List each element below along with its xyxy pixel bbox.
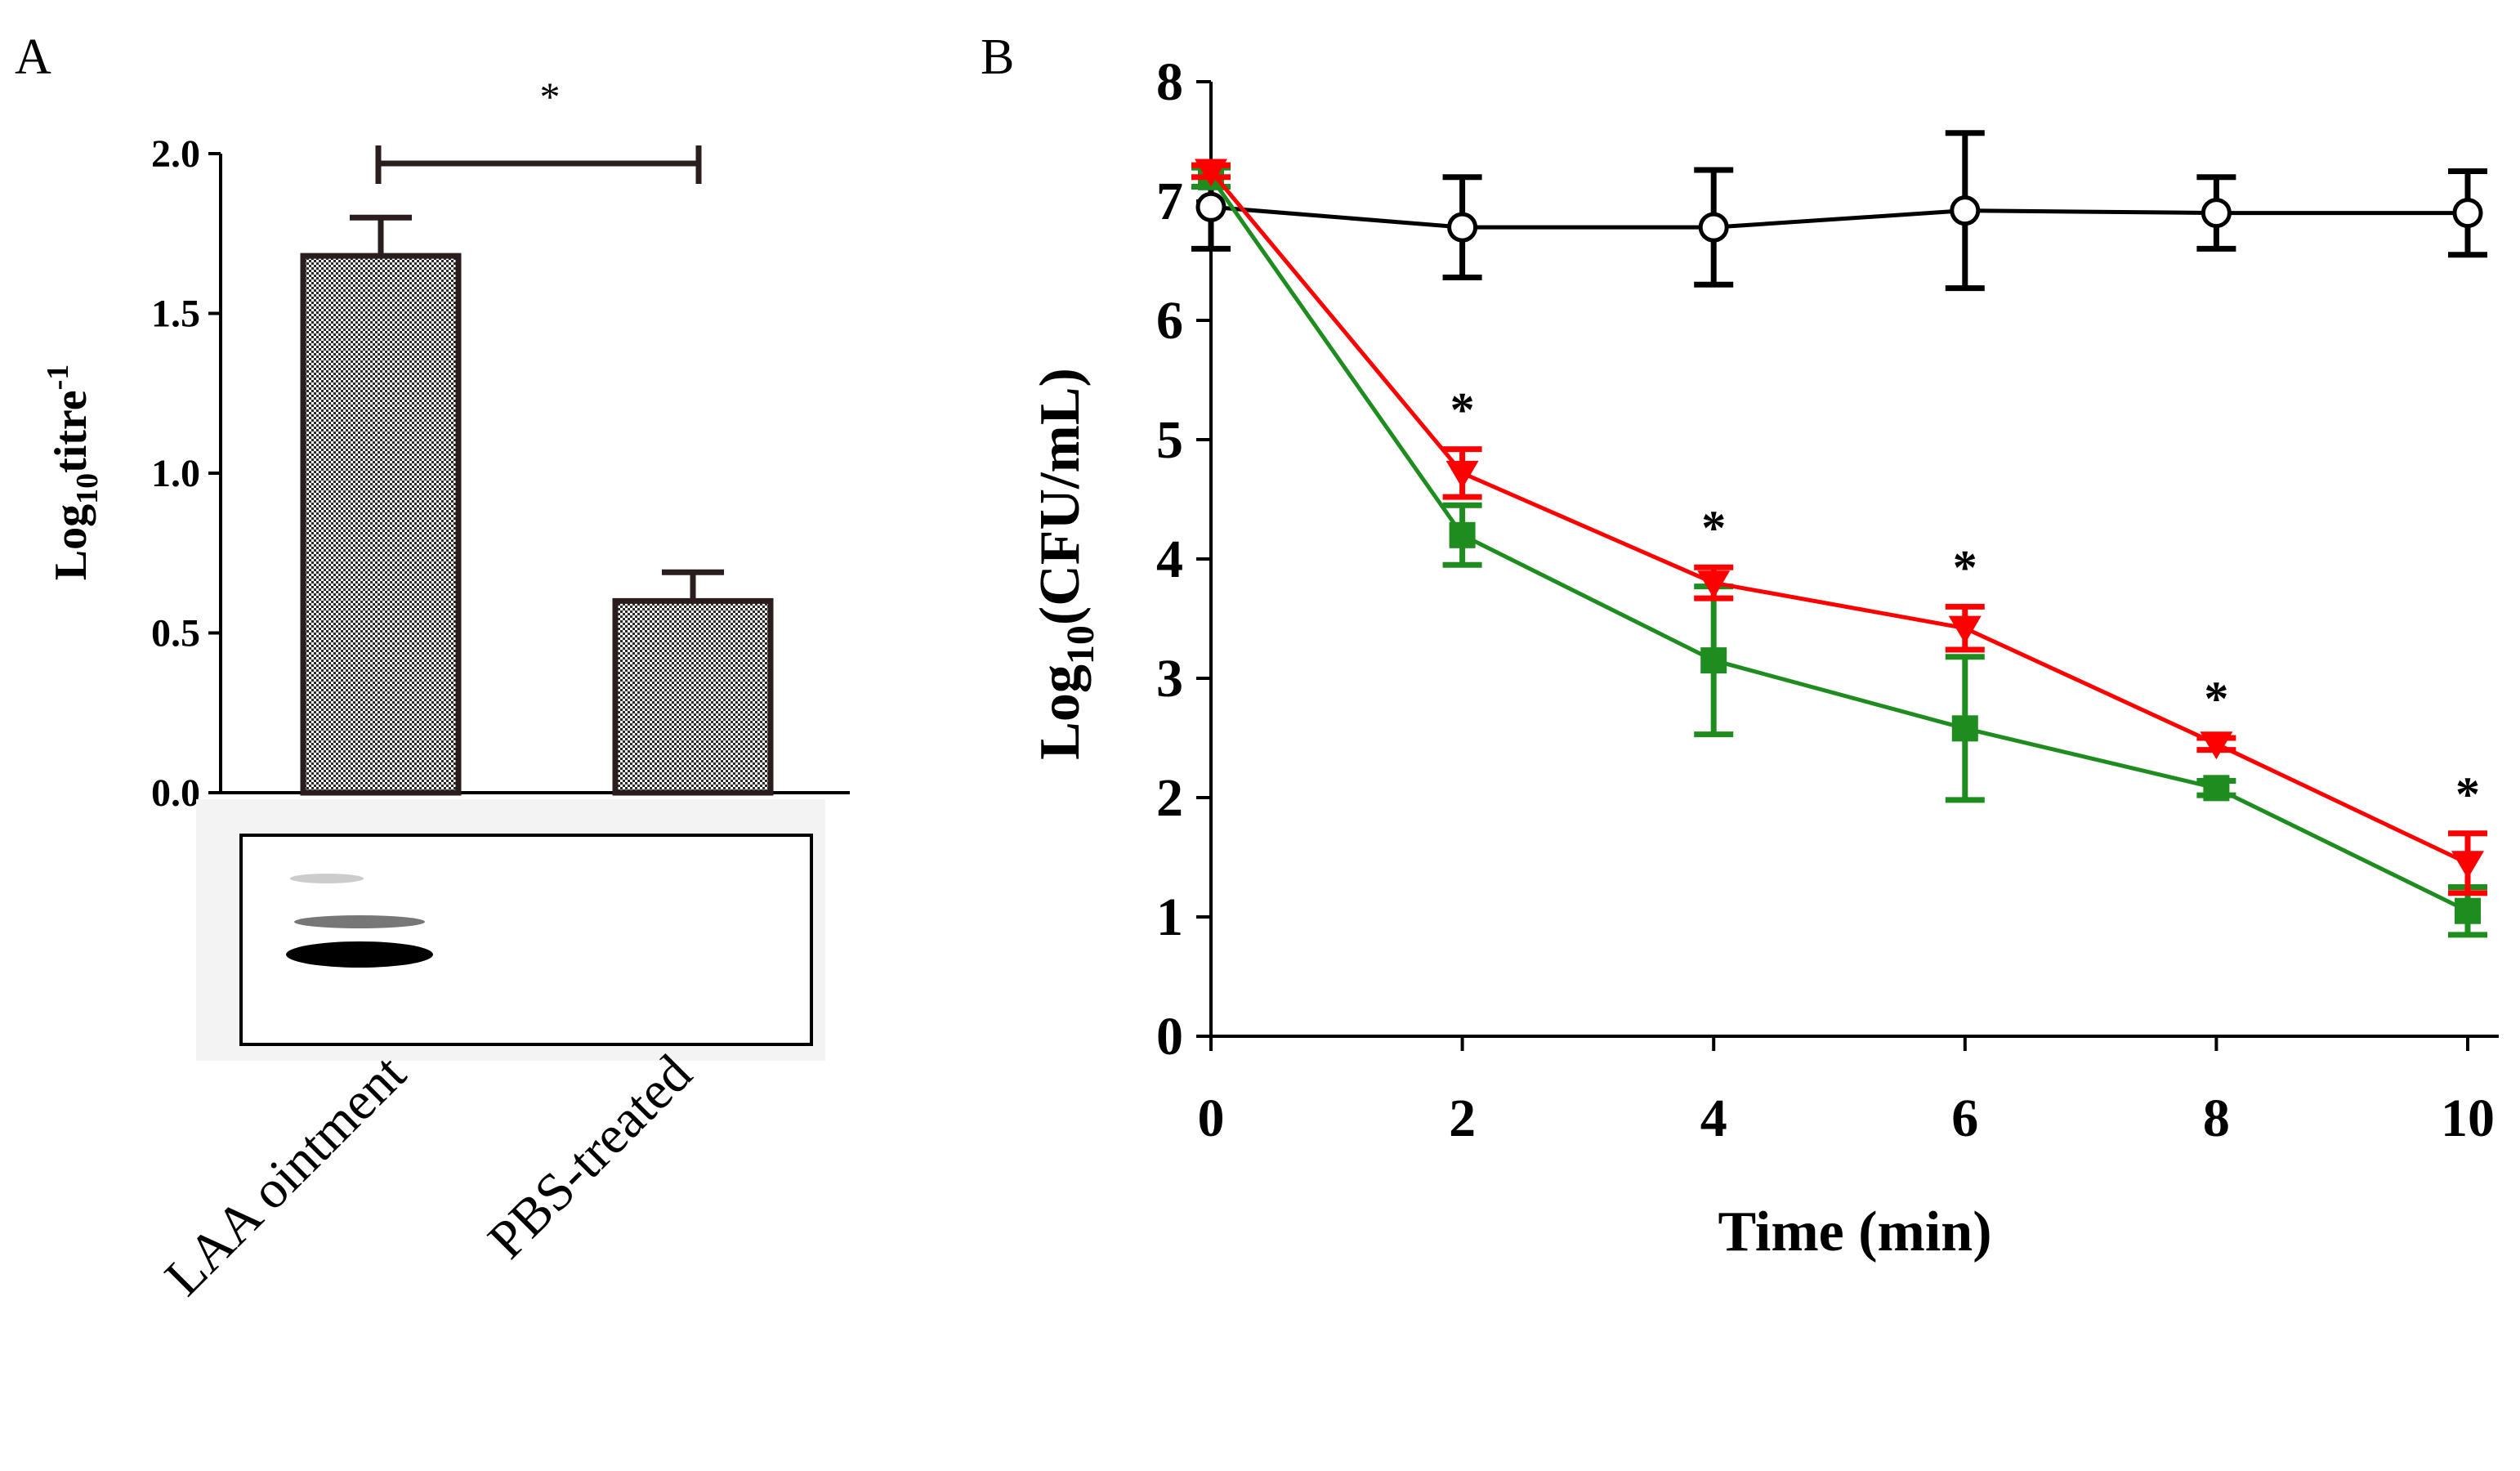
panel-b-point: [1697, 570, 1731, 599]
panel-a-y-tick-label: 0.0: [151, 771, 200, 815]
panel-b-y-label: Log10(CFU/mL): [1029, 368, 1102, 760]
panel-a-blot-inset: [196, 799, 825, 1061]
panel-b-y-tick-label: 6: [1156, 291, 1183, 351]
panel-a-bar: [612, 597, 774, 796]
panel-a-category-label: PBS-treated: [476, 1044, 703, 1270]
panel-b-series-line: [1209, 169, 2469, 865]
panel-b-series-line: [1210, 204, 2468, 230]
panel-b-point: [2452, 198, 2483, 229]
panel-b-y-tick-label: 2: [1156, 768, 1183, 828]
panel-b-point: [2451, 851, 2484, 879]
panel-b-y-tick-label: 4: [1156, 530, 1183, 589]
panel-b-y-tick-label: 1: [1156, 888, 1183, 947]
panel-a-y-label: Log10titre-1: [41, 364, 105, 581]
panel-b-label: B: [981, 29, 1014, 85]
panel-a-y-tick-label: 2.0: [151, 132, 200, 176]
panel-b-x-tick-label: 2: [1449, 1089, 1476, 1148]
panel-b-y-tick-label: 3: [1156, 649, 1183, 709]
panel-b-x-tick-label: 10: [2441, 1089, 2495, 1148]
blot-band-faint: [290, 874, 364, 883]
panel-b-point: [1948, 615, 1982, 644]
panel-a-y-tick-label: 0.5: [151, 612, 200, 655]
panel-b-point: [2203, 775, 2230, 802]
panel-a: A 0.0 0.5 1.0 1.5 2.0 Log10titre-1 *: [15, 29, 850, 1308]
panel-b-y-label-main: Log: [1029, 664, 1092, 760]
panel-a-category-label: LAA ointment: [154, 1044, 418, 1308]
panel-a-significance-bracket: [375, 145, 702, 184]
panel-b-point: [1445, 460, 1479, 489]
panel-b-point: [2200, 731, 2233, 760]
panel-a-y-tick-label: 1.5: [151, 293, 200, 336]
panel-b-point: [1700, 647, 1727, 674]
panel-a-y-label-tail: titre: [46, 390, 96, 473]
panel-b-point: [1698, 212, 1729, 243]
panel-b-series: [1191, 159, 2487, 896]
panel-b-point: [2455, 897, 2481, 924]
panel-b-significance-star: *: [1701, 501, 1726, 555]
panel-a-y-label-sup: -1: [41, 364, 75, 391]
panel-b-y-tick-label: 5: [1156, 410, 1183, 470]
panel-b-point: [1447, 212, 1478, 243]
panel-b-series: [1191, 163, 2487, 938]
blot-band-main: [286, 941, 433, 968]
blot-band-upper: [294, 915, 425, 928]
panel-b-x-tick-label: 8: [2203, 1089, 2230, 1148]
panel-b-x-tick-label: 4: [1700, 1089, 1727, 1148]
panel-b-point: [1449, 521, 1476, 548]
panel-b-significance-star: *: [2455, 767, 2480, 821]
panel-b-significance-star: *: [2204, 672, 2228, 726]
panel-b-point: [1195, 191, 1226, 222]
panel-a-y-label-main: Log: [46, 504, 96, 580]
panel-b-point: [2201, 198, 2232, 229]
panel-b-y-label-tail: (CFU/mL): [1029, 368, 1092, 625]
panel-a-significance-star: *: [540, 74, 561, 119]
panel-b-y-tick-label: 7: [1156, 172, 1183, 231]
panel-b-x-tick-label: 6: [1951, 1089, 1978, 1148]
panel-b-y-tick-label: 8: [1156, 52, 1183, 112]
panel-a-y-label-sub: 10: [70, 473, 105, 504]
panel-b-x-label: Time (min): [1718, 1200, 1991, 1263]
panel-b-y-label-sub: 10: [1059, 625, 1102, 664]
panel-b-series-line: [1209, 176, 2469, 913]
panel-b-significance-star: *: [1450, 383, 1475, 437]
panel-b-significance-star: *: [1953, 540, 1977, 594]
panel-b-x-tick-label: 0: [1198, 1089, 1225, 1148]
panel-b-point: [1950, 195, 1981, 226]
panel-b-series: [1191, 130, 2487, 292]
panel-a-label: A: [15, 29, 51, 85]
panel-a-y-tick-label: 1.0: [151, 452, 200, 495]
panel-b-y-tick-label: 0: [1156, 1007, 1183, 1066]
panel-b-point: [1195, 159, 1227, 187]
panel-b-point: [1951, 715, 1978, 742]
panel-a-bar: [300, 253, 462, 796]
